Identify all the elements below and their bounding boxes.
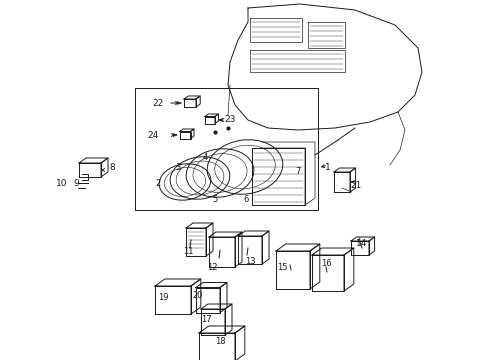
Text: 6: 6 [244, 195, 249, 204]
Text: 16: 16 [320, 260, 331, 269]
Text: 15: 15 [277, 262, 287, 271]
Text: 7: 7 [295, 167, 301, 176]
Text: 20: 20 [193, 292, 203, 301]
Text: 10: 10 [56, 179, 68, 188]
Text: 23: 23 [224, 116, 236, 125]
Text: 13: 13 [245, 257, 255, 266]
Text: 18: 18 [215, 338, 225, 346]
Text: 11: 11 [183, 248, 193, 256]
Text: 5: 5 [212, 195, 218, 204]
Text: 19: 19 [158, 292, 168, 302]
Text: 9: 9 [73, 179, 79, 188]
Text: 4: 4 [202, 153, 208, 162]
Text: 3: 3 [175, 163, 181, 172]
Text: 24: 24 [147, 130, 159, 139]
Text: 2: 2 [155, 179, 161, 188]
Text: 22: 22 [152, 99, 164, 108]
Text: 17: 17 [201, 315, 211, 324]
Text: 8: 8 [109, 163, 115, 172]
Text: 12: 12 [207, 262, 217, 271]
Text: 21: 21 [350, 181, 362, 190]
Text: 14: 14 [356, 239, 368, 248]
Text: 1: 1 [325, 163, 331, 172]
